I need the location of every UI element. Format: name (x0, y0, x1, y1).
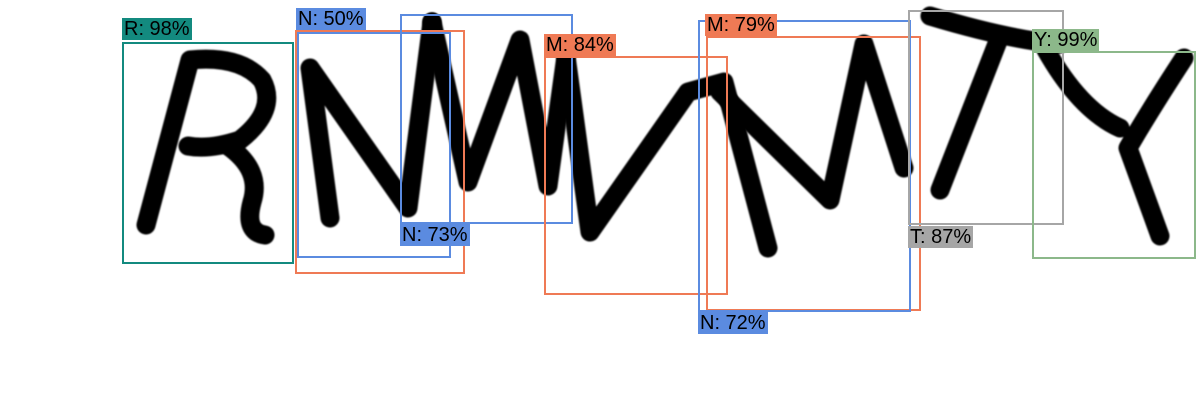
label-m-79: M: 79% (705, 14, 777, 36)
bbox-y-99 (1032, 51, 1196, 259)
glyph-r (136, 49, 277, 245)
bbox-n-73 (400, 14, 573, 224)
glyph-m-2 (556, 46, 778, 258)
glyph-y (1036, 40, 1194, 246)
glyph-m-1 (422, 12, 576, 196)
bbox-r-98 (122, 42, 294, 264)
label-n-50: N: 50% (296, 8, 366, 30)
label-y-99: Y: 99% (1032, 29, 1100, 51)
bbox-n-50 (295, 30, 465, 274)
label-n-73: N: 73% (400, 224, 470, 246)
bbox-n-50-inner (297, 32, 451, 258)
bbox-m-84 (544, 56, 728, 295)
label-r-98: R: 98% (122, 18, 192, 40)
bbox-n-72 (698, 20, 911, 312)
label-m-84: M: 84% (544, 34, 616, 56)
label-n-72: N: 72% (698, 312, 768, 334)
bbox-t-87 (908, 10, 1064, 225)
glyph-n-2 (710, 34, 914, 210)
glyph-n-1 (300, 12, 442, 228)
label-t-87: T: 87% (908, 226, 974, 248)
